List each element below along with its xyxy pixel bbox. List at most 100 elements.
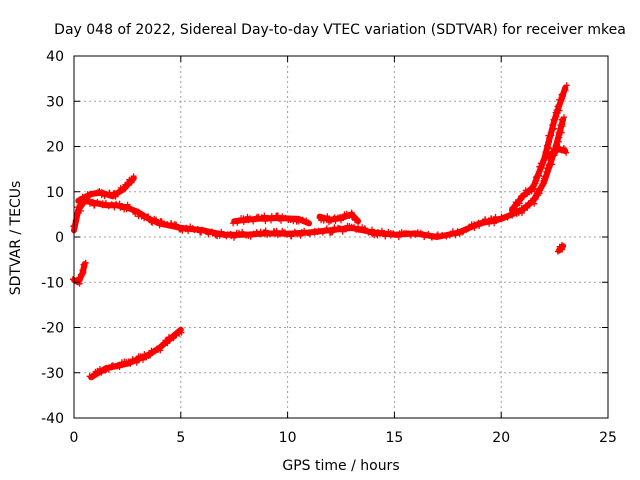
y-tick-label: -20 <box>41 321 64 337</box>
data-point <box>556 107 563 114</box>
data-point <box>183 224 190 231</box>
data-point <box>547 152 554 159</box>
data-point <box>163 338 170 345</box>
data-point <box>476 221 483 228</box>
data-point <box>471 224 478 231</box>
data-point <box>88 373 95 380</box>
data-point <box>133 359 140 366</box>
data-point <box>205 231 212 238</box>
data-point <box>522 187 529 194</box>
data-point <box>354 216 360 223</box>
y-tick-label: -30 <box>41 366 64 382</box>
data-point <box>279 213 286 220</box>
data-point <box>141 215 148 222</box>
data-point <box>76 202 83 209</box>
data-point <box>116 200 123 207</box>
data-point <box>460 228 467 235</box>
x-tick-label: 5 <box>176 430 185 446</box>
data-point <box>486 220 493 227</box>
series-upper-arc <box>230 212 312 227</box>
data-point <box>554 137 561 144</box>
data-point <box>329 229 336 236</box>
data-point <box>227 231 234 237</box>
data-point <box>355 226 362 233</box>
data-point <box>556 134 563 141</box>
data-point <box>563 149 570 156</box>
data-point <box>247 215 254 222</box>
data-point <box>294 231 301 238</box>
data-point <box>102 367 109 374</box>
data-point <box>145 353 152 359</box>
series-mid-bump <box>316 209 362 226</box>
data-point <box>504 214 511 221</box>
data-point <box>268 217 274 224</box>
data-point <box>561 114 567 121</box>
data-point <box>86 197 93 204</box>
data-point <box>74 209 81 216</box>
data-point <box>144 213 151 220</box>
data-point <box>459 229 465 236</box>
data-point <box>264 231 271 238</box>
data-point <box>117 204 124 211</box>
x-tick-label: 20 <box>492 430 510 446</box>
data-point <box>516 198 523 205</box>
data-point <box>544 142 550 149</box>
data-point <box>556 144 563 151</box>
data-point <box>262 218 269 225</box>
series-early-rise <box>75 173 137 206</box>
data-point <box>168 220 175 227</box>
data-point <box>153 216 159 223</box>
data-point <box>191 227 198 234</box>
y-tick-label: 40 <box>46 49 64 65</box>
y-tick-label: 0 <box>55 230 64 246</box>
data-point <box>342 213 348 220</box>
data-point <box>158 218 165 225</box>
data-point <box>130 173 137 180</box>
data-point <box>198 229 204 236</box>
data-series <box>69 82 570 381</box>
data-point <box>307 230 313 237</box>
ticks: 0 5 10 15 20 25 -40 -30 -20 -10 0 10 20 30 40 <box>41 49 617 446</box>
y-tick-label: 30 <box>46 94 64 110</box>
data-point <box>101 201 108 208</box>
data-point <box>375 229 381 235</box>
data-point <box>513 202 519 209</box>
data-point <box>395 234 402 241</box>
data-point <box>297 232 304 239</box>
data-point <box>288 233 295 240</box>
data-point <box>532 180 539 187</box>
data-point <box>98 369 105 376</box>
data-point <box>551 125 558 132</box>
data-point <box>123 358 130 365</box>
data-point <box>425 230 432 237</box>
series-negative-arc <box>86 326 185 381</box>
data-point <box>194 226 201 232</box>
data-point <box>531 185 538 192</box>
data-point <box>519 210 525 216</box>
data-point <box>336 225 343 232</box>
y-tick-label: -40 <box>41 411 64 427</box>
data-point <box>127 205 134 212</box>
data-point <box>560 90 567 97</box>
data-point <box>509 212 516 219</box>
data-point <box>545 139 552 146</box>
data-point <box>91 202 98 209</box>
data-point <box>98 192 105 199</box>
series-late-peak <box>545 144 570 161</box>
data-point <box>274 232 281 238</box>
y-tick-label: -10 <box>41 275 64 291</box>
data-point <box>520 193 527 200</box>
data-point <box>140 356 146 363</box>
data-point <box>548 156 555 163</box>
data-point <box>231 234 238 241</box>
data-point <box>314 229 321 235</box>
data-point <box>465 224 472 231</box>
data-point <box>267 230 274 237</box>
chart-title: Day 048 of 2022, Sidereal Day-to-day VTE… <box>54 22 626 38</box>
grid <box>74 56 608 418</box>
data-point <box>296 215 302 222</box>
data-point <box>77 207 84 214</box>
data-point <box>112 193 119 200</box>
data-point <box>555 102 562 109</box>
